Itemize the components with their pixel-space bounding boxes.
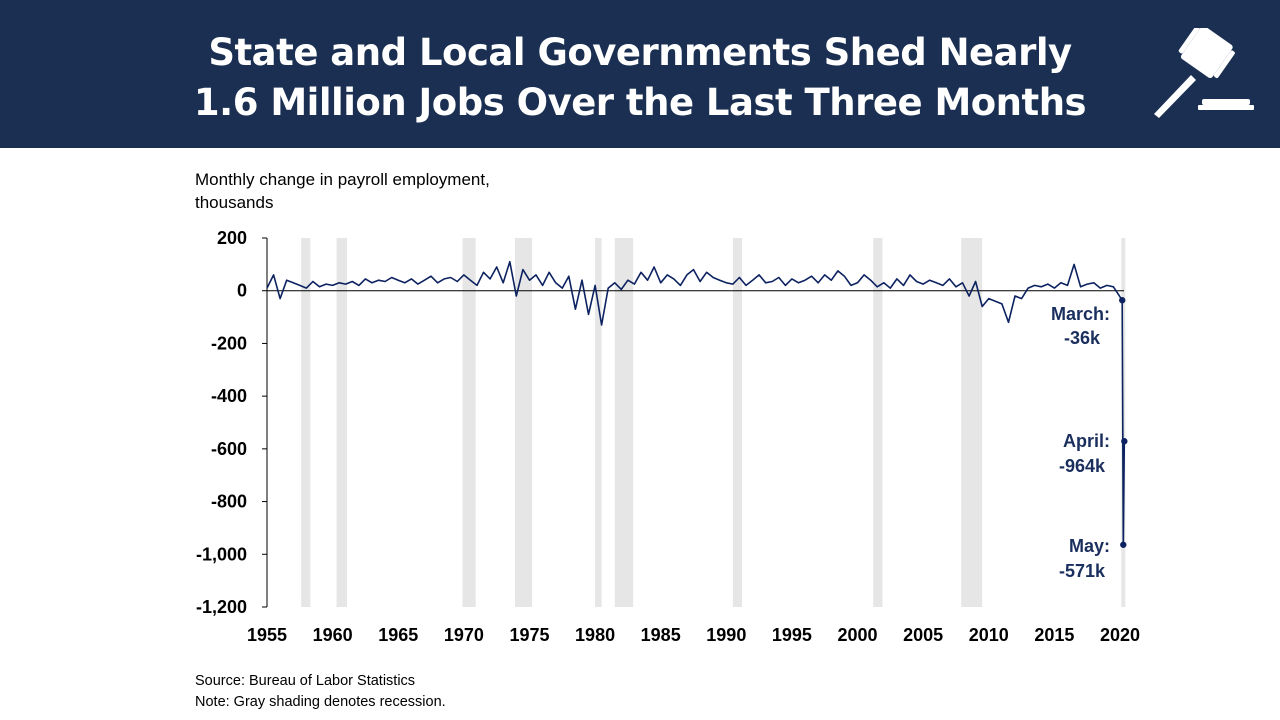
- x-tick-label: 1975: [509, 625, 549, 645]
- recession-note: Note: Gray shading denotes recession.: [195, 694, 446, 710]
- title-line-2: 1.6 Million Jobs Over the Last Three Mon…: [193, 81, 1087, 124]
- title-banner: State and Local Governments Shed Nearly …: [0, 0, 1280, 148]
- annotation-label: April:: [1063, 431, 1110, 451]
- y-tick-label: -1,000: [196, 544, 247, 564]
- y-tick-label: -400: [211, 386, 247, 406]
- y-tick-label: -200: [211, 333, 247, 353]
- source-note: Source: Bureau of Labor Statistics: [195, 673, 416, 689]
- x-tick-label: 2010: [969, 625, 1009, 645]
- recession-band: [595, 238, 602, 607]
- recession-band: [873, 238, 883, 607]
- recession-band: [301, 238, 311, 607]
- annotation-value: -571k: [1059, 561, 1106, 581]
- y-axis-label: Monthly change in payroll employment, th…: [195, 168, 490, 214]
- annotation-label: May:: [1069, 536, 1110, 556]
- recession-band: [336, 238, 348, 607]
- annotation-value: -964k: [1059, 456, 1106, 476]
- annotation-label: March:: [1051, 304, 1110, 324]
- x-tick-label: 2005: [903, 625, 943, 645]
- x-tick-label: 2020: [1100, 625, 1140, 645]
- x-tick-label: 2015: [1034, 625, 1074, 645]
- y-axis-label-line-1: Monthly change in payroll employment,: [195, 170, 490, 189]
- y-tick-label: -1,200: [196, 597, 247, 617]
- y-axis-label-line-2: thousands: [195, 193, 274, 212]
- data-point: [1120, 541, 1127, 548]
- data-point: [1119, 297, 1126, 304]
- data-point: [1121, 438, 1128, 445]
- recession-band: [732, 238, 743, 607]
- x-tick-label: 1955: [247, 625, 287, 645]
- x-tick-label: 2000: [838, 625, 878, 645]
- final-points: [1119, 297, 1128, 548]
- chart-title: State and Local Governments Shed Nearly …: [150, 28, 1130, 128]
- recession-band: [614, 238, 634, 607]
- x-tick-label: 1980: [575, 625, 615, 645]
- y-tick-label: 0: [237, 281, 247, 301]
- x-tick-label: 1995: [772, 625, 812, 645]
- x-tick-label: 1990: [706, 625, 746, 645]
- annotation-value: -36k: [1064, 328, 1101, 348]
- annotations: March: -36k April: -964k May: -571k: [1051, 304, 1110, 581]
- x-tick-label: 1960: [313, 625, 353, 645]
- recession-band: [961, 238, 983, 607]
- axes: [262, 237, 1124, 608]
- y-tick-label: 200: [217, 228, 247, 248]
- recession-bands: [301, 238, 1126, 607]
- y-tick-label: -800: [211, 492, 247, 512]
- x-tick-label: 1970: [444, 625, 484, 645]
- x-tick-label: 1985: [641, 625, 681, 645]
- recession-band: [515, 238, 533, 607]
- series-line: [266, 260, 1126, 546]
- title-line-1: State and Local Governments Shed Nearly: [208, 31, 1072, 74]
- y-tick-label: -600: [211, 439, 247, 459]
- recession-band: [462, 238, 476, 607]
- gavel-icon: [1154, 28, 1254, 118]
- x-tick-label: 1965: [378, 625, 418, 645]
